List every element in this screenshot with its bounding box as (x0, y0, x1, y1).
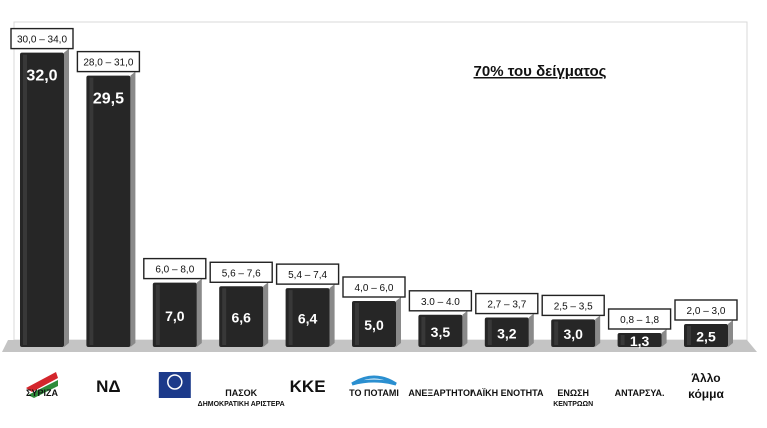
value-label: 32,0 (26, 68, 57, 85)
party-label: ΚΚΕ (290, 377, 326, 396)
range-label: 5,4 – 7,4 (288, 270, 327, 281)
bar-side (196, 278, 202, 347)
sample-annotation: 70% του δείγματος (474, 63, 607, 80)
range-box (475, 292, 539, 315)
bar-side (130, 71, 136, 347)
range-box (408, 290, 473, 312)
bar-side (661, 329, 667, 347)
bar-side (728, 320, 733, 347)
bar-highlight (155, 284, 160, 345)
bar-side (64, 48, 69, 347)
bar (86, 75, 131, 347)
range-box (10, 27, 74, 50)
bar-highlight (554, 321, 559, 345)
range-label: 0,8 – 1,8 (620, 315, 659, 326)
bar-highlight (355, 303, 359, 345)
bars-group: 32,0 30,0 – 34,0 29,5 28,0 – 31,0 7,0 6,0 – 8… (10, 27, 738, 349)
party-logo: ΠΑΣΟΚ ΔΗΜΟΚΡΑΤΙΚΗ ΑΡΙΣΤΕΡΑ (198, 388, 285, 408)
flag-mark (26, 372, 58, 392)
party-label: ΤΟ ΠΟΤΑΜΙ (349, 388, 399, 398)
range-label: 2,5 – 3,5 (554, 301, 593, 312)
range-label: 2,7 – 3,7 (487, 300, 526, 311)
wave-mark (351, 375, 397, 386)
bar (352, 301, 396, 347)
party-logo: ΛΑΪΚΗ ΕΝΟΤΗΤΑ (470, 388, 544, 398)
bar-side (263, 282, 269, 347)
bar (152, 282, 197, 347)
bar-side (528, 313, 534, 347)
range-box (674, 299, 738, 321)
bar-highlight (288, 290, 293, 345)
bar (20, 52, 64, 347)
bar (484, 317, 529, 347)
range-label: 3.0 – 4.0 (421, 297, 460, 308)
value-label: 5,0 (364, 317, 384, 333)
range-label: 4,0 – 6,0 (355, 283, 394, 294)
bar-highlight (687, 326, 691, 345)
range-label: 28,0 – 31,0 (83, 58, 133, 69)
party-logo: ΤΟ ΠΟΤΑΜΙ (349, 375, 399, 398)
party-label: ΕΝΩΣΗ (557, 388, 589, 398)
party-sublabel: κόμμα (688, 387, 724, 401)
party-logo: ΕΝΩΣΗ ΚΕΝΤΡΩΩΝ (553, 388, 593, 408)
value-label: 3,5 (431, 324, 451, 340)
range-box (143, 257, 207, 280)
party-logos-group: ΣΥΡΙΖΑ ΝΔ ΠΑΣΟΚ ΔΗΜΟΚΡΑΤΙΚΗ ΑΡΙΣΤΕΡΑ ΚΚΕ ΤΟ Π… (26, 371, 724, 408)
party-sublabel: ΔΗΜΟΚΡΑΤΙΚΗ ΑΡΙΣΤΕΡΑ (198, 401, 285, 408)
bar-highlight (620, 335, 625, 345)
bar (551, 319, 596, 347)
bar-side (329, 284, 335, 347)
party-logo: ΝΔ (96, 377, 121, 396)
bar-highlight (23, 54, 27, 345)
value-label: 7,0 (165, 308, 185, 324)
party-logo: ΣΥΡΙΖΑ (26, 372, 58, 398)
party-logo (158, 372, 191, 398)
range-label: 5,6 – 7,6 (222, 268, 261, 279)
emblem-mark (167, 374, 183, 390)
range-box (607, 308, 672, 330)
value-label: 6,4 (298, 311, 318, 327)
range-label: 30,0 – 34,0 (17, 35, 67, 46)
party-logo: ΑΝΤΑΡΣΥΑ. (615, 388, 665, 398)
party-logo: Άλλο κόμμα (688, 371, 724, 401)
party-label: ΛΑΪΚΗ ΕΝΟΤΗΤΑ (470, 388, 544, 398)
value-label: 3,2 (497, 325, 517, 341)
bar (219, 286, 264, 347)
value-label: 6,6 (231, 310, 251, 326)
value-label: 3,0 (563, 326, 583, 342)
party-sublabel: ΚΕΝΤΡΩΩΝ (553, 401, 593, 408)
party-label: ΝΔ (96, 377, 121, 396)
bar-side (595, 315, 601, 347)
range-box (209, 261, 273, 283)
range-box (342, 276, 406, 298)
bar-side (396, 297, 401, 347)
value-label: 29,5 (93, 91, 124, 108)
party-logo: ΑΝΕΞΑΡΤΗΤΟΙ (408, 388, 472, 398)
bar (684, 324, 728, 347)
range-label: 6,0 – 8,0 (155, 265, 194, 276)
bar-side (462, 310, 468, 347)
party-label: ΑΝΤΑΡΣΥΑ. (615, 388, 665, 398)
value-label: 2,5 (696, 329, 716, 345)
party-label: ΑΝΕΞΑΡΤΗΤΟΙ (408, 388, 472, 398)
range-box (275, 263, 340, 285)
range-label: 2,0 – 3,0 (687, 306, 726, 317)
bar (617, 333, 662, 347)
range-box (76, 50, 141, 73)
value-label: 1,3 (630, 333, 650, 349)
party-label: ΠΑΣΟΚ (225, 388, 257, 398)
party-logo: ΚΚΕ (290, 377, 326, 396)
bar-highlight (487, 319, 492, 345)
flag-mark (28, 380, 58, 398)
bar-highlight (222, 288, 227, 345)
party-label: ΣΥΡΙΖΑ (26, 388, 58, 398)
bar-highlight (421, 316, 426, 345)
party-label: Άλλο (691, 371, 720, 385)
bar (285, 288, 330, 347)
bar-highlight (89, 77, 94, 345)
party-emblem (158, 372, 191, 398)
bar (418, 314, 463, 347)
range-box (541, 294, 605, 317)
